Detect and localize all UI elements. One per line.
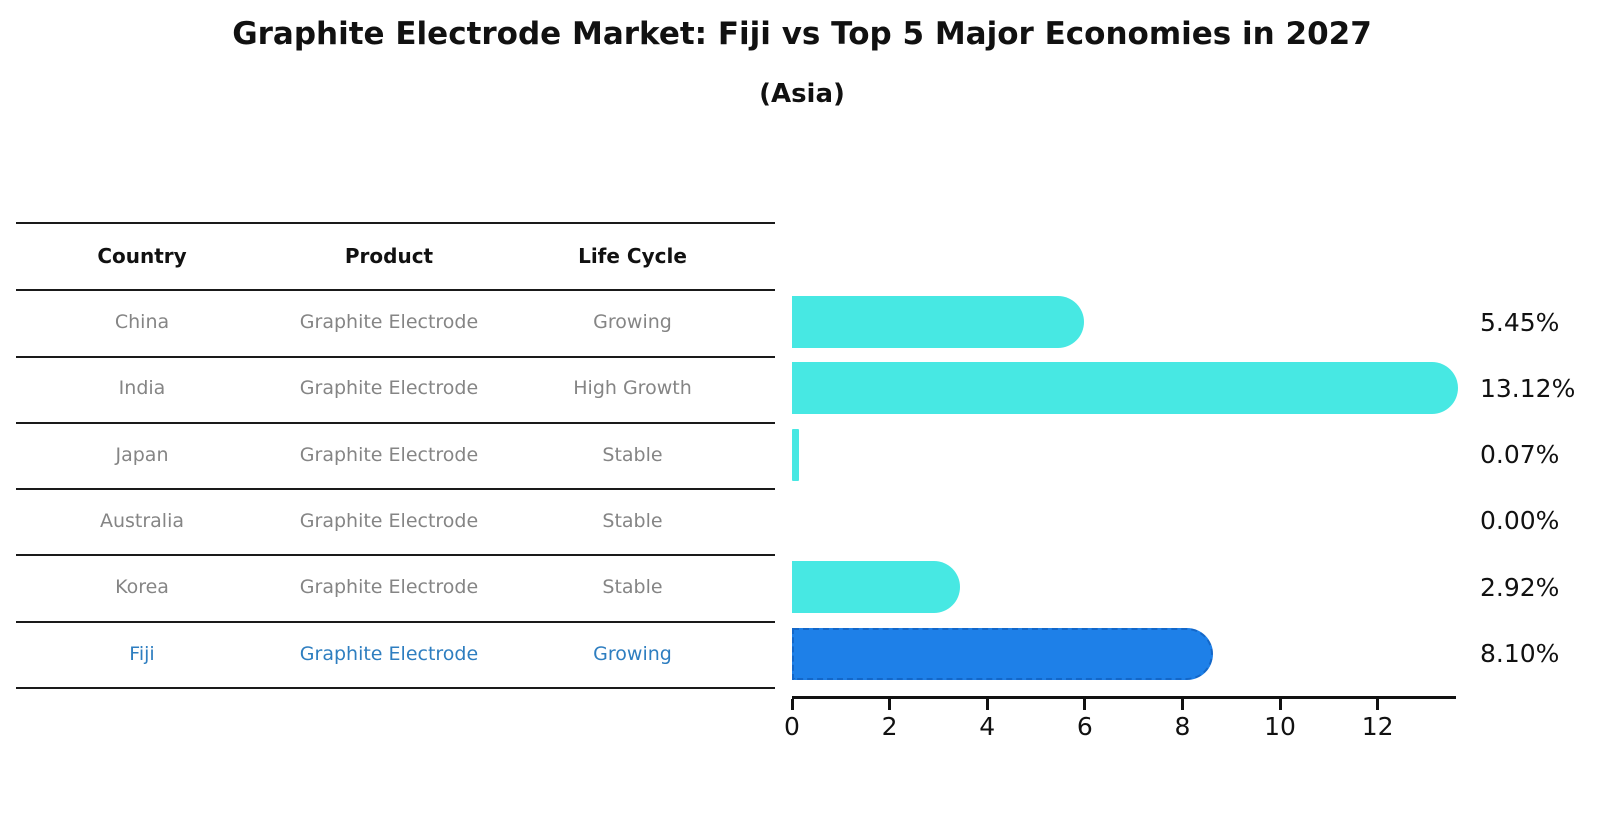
- table-cell-life-cycle: Stable: [602, 443, 663, 466]
- x-tick-label: 12: [1361, 712, 1394, 741]
- table-cell-product: Graphite Electrode: [299, 576, 479, 599]
- column-header-life-cycle: Life Cycle: [578, 244, 687, 268]
- table-cell-country: Fiji: [129, 642, 155, 665]
- table-cell-country: Japan: [115, 443, 169, 466]
- table-cell-life-cycle: Growing: [593, 642, 672, 665]
- x-tick-label: 2: [881, 712, 898, 741]
- table-cell-country: Australia: [99, 509, 185, 532]
- table-rule: [16, 621, 775, 623]
- bar-china: [792, 296, 1084, 348]
- value-label-fiji: 8.10%: [1480, 639, 1560, 669]
- column-header-product: Product: [344, 244, 434, 268]
- x-axis-line: [792, 696, 1456, 699]
- table-rule: [16, 554, 775, 556]
- table-row-fiji: Fiji Graphite Electrode Growing: [16, 621, 755, 687]
- column-header-country: Country: [97, 244, 187, 268]
- table-cell-country: Korea: [115, 576, 169, 599]
- value-label-india: 13.12%: [1480, 373, 1576, 403]
- table-cell-country: India: [118, 377, 166, 400]
- x-tick: [985, 699, 989, 710]
- chart-subtitle: (Asia): [759, 79, 845, 109]
- x-tick-label: 6: [1076, 712, 1093, 741]
- table-rule: [16, 222, 775, 224]
- table-rule: [16, 687, 775, 689]
- table-cell-life-cycle: Growing: [593, 311, 672, 333]
- x-tick: [1278, 699, 1282, 710]
- value-label-china: 5.45%: [1480, 307, 1560, 337]
- table-cell-product: Graphite Electrode: [299, 443, 479, 466]
- chart-title: Graphite Electrode Market: Fiji vs Top 5…: [232, 16, 1372, 52]
- table-rule: [16, 356, 775, 358]
- x-tick-label: 10: [1264, 712, 1296, 741]
- x-tick-label: 0: [784, 712, 800, 741]
- table-cell-life-cycle: High Growth: [573, 377, 692, 400]
- x-tick: [1376, 699, 1380, 710]
- value-label-japan: 0.07%: [1480, 440, 1560, 470]
- value-label-australia: 0.00%: [1480, 506, 1560, 536]
- value-label-korea: 2.92%: [1480, 572, 1560, 602]
- bar-korea: [792, 561, 961, 614]
- table-row-china: China Graphite Electrode Growing: [16, 289, 755, 355]
- bar-fiji: [792, 627, 1214, 680]
- table-cell-product: Graphite Electrode: [299, 509, 479, 532]
- x-tick: [1180, 699, 1184, 710]
- table-row-japan: Japan Graphite Electrode Stable: [16, 422, 755, 488]
- table-rule: [16, 289, 775, 291]
- bar-india: [792, 362, 1459, 415]
- table-cell-product: Graphite Electrode: [299, 311, 479, 333]
- x-tick: [888, 699, 892, 710]
- table-cell-life-cycle: Stable: [602, 509, 663, 532]
- table-cell-country: China: [114, 311, 170, 333]
- x-tick-label: 4: [979, 712, 996, 741]
- table-cell-product: Graphite Electrode: [299, 377, 479, 400]
- table-cell-life-cycle: Stable: [602, 576, 663, 599]
- table-row-korea: Korea Graphite Electrode Stable: [16, 554, 755, 620]
- table-rule: [16, 488, 775, 490]
- table-header: Country Product Life Cycle: [16, 223, 755, 289]
- bar-japan: [792, 428, 799, 481]
- x-tick: [1083, 699, 1087, 710]
- table-cell-product: Graphite Electrode: [299, 642, 479, 665]
- table-row-india: India Graphite Electrode High Growth: [16, 355, 755, 421]
- table-row-australia: Australia Graphite Electrode Stable: [16, 488, 755, 554]
- x-tick: [790, 699, 794, 710]
- table-rule: [16, 422, 775, 424]
- x-tick-label: 8: [1174, 712, 1191, 741]
